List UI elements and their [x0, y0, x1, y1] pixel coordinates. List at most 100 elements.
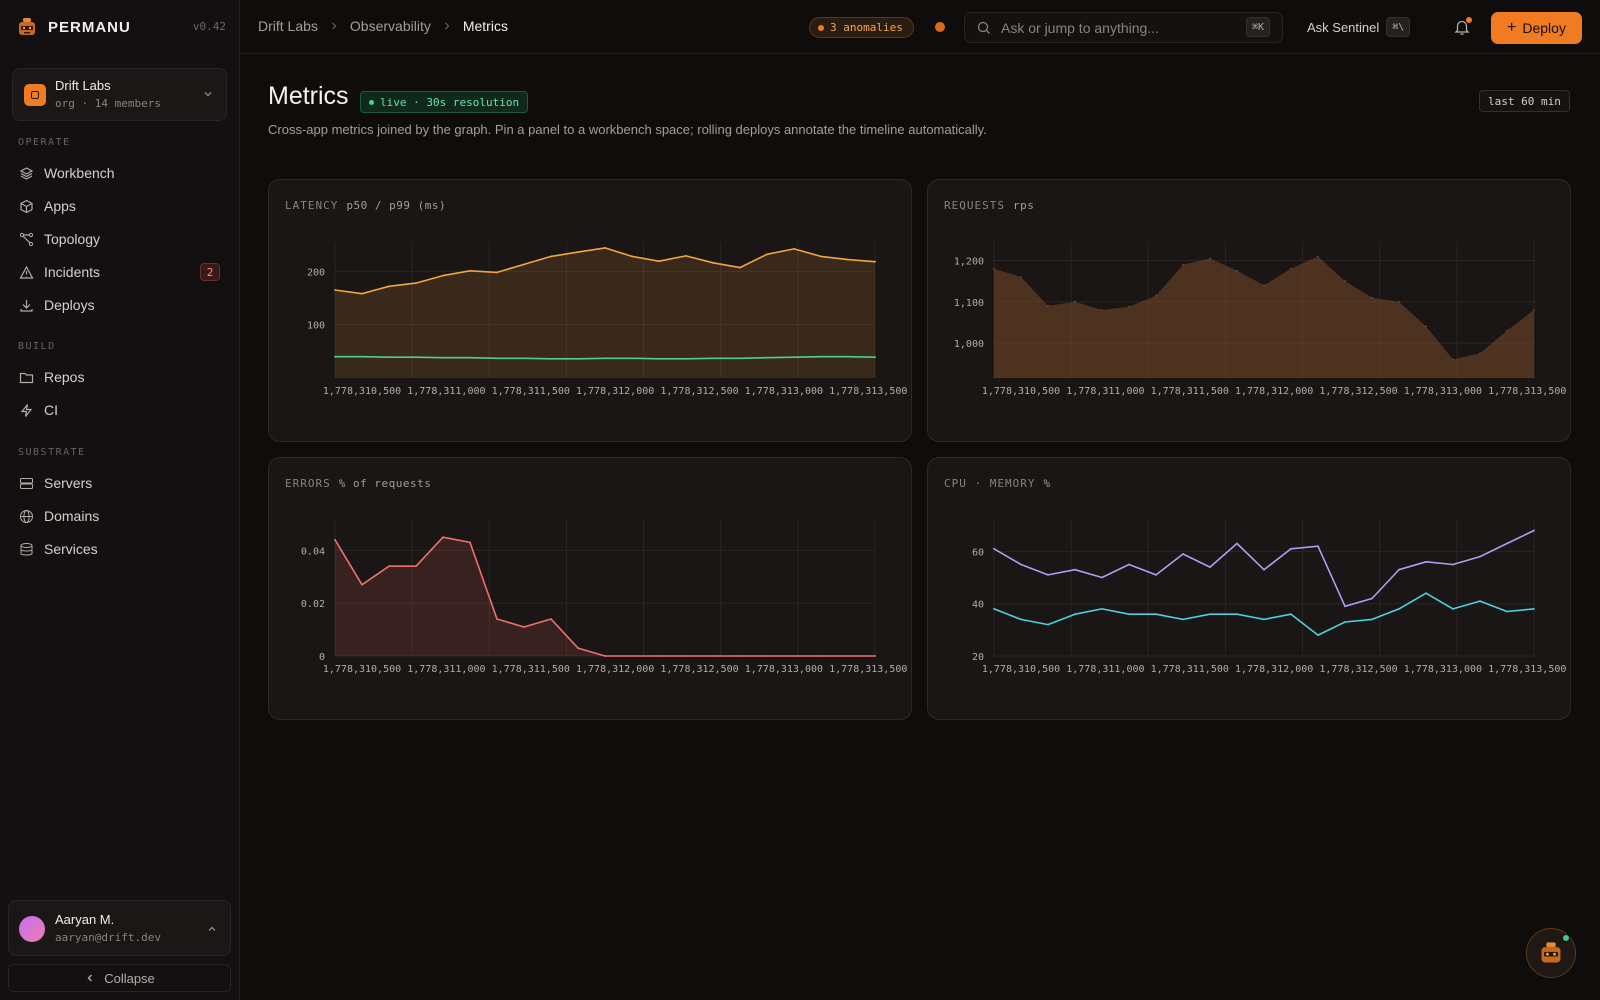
data-point	[523, 263, 525, 266]
topology-icon	[19, 232, 34, 246]
data-point	[793, 655, 795, 657]
data-point	[496, 271, 498, 274]
sidebar: PERMANU v0.42 Drift Labs org · 14 member…	[0, 0, 240, 1000]
y-tick-label: 60	[972, 547, 984, 558]
data-point	[847, 258, 849, 261]
data-point	[1101, 608, 1103, 610]
x-tick-label: 1,778,312,000	[1235, 386, 1313, 397]
x-tick-label: 1,778,312,500	[660, 386, 738, 397]
time-range-selector[interactable]: last 60 min	[1479, 90, 1570, 112]
sidebar-item-repos[interactable]: Repos	[10, 362, 228, 392]
x-tick-label: 1,778,312,500	[1319, 664, 1397, 675]
panel-title-label: REQUESTS	[944, 199, 1005, 212]
data-point	[1317, 255, 1319, 258]
y-tick-label: 100	[307, 321, 325, 332]
ask-sentinel-label: Ask Sentinel	[1307, 19, 1380, 35]
brand[interactable]: PERMANU v0.42	[16, 14, 226, 40]
cube-icon	[20, 199, 33, 213]
data-point	[1020, 618, 1022, 621]
user-menu[interactable]: Aaryan M. aaryan@drift.dev	[8, 900, 231, 956]
data-point	[1128, 613, 1130, 616]
series-area	[335, 537, 875, 656]
panel-title-label: ERRORS	[285, 477, 331, 490]
data-point	[631, 357, 633, 360]
data-point	[766, 253, 768, 256]
x-tick-label: 1,778,313,000	[745, 386, 823, 397]
breadcrumb-observability[interactable]: Observability	[349, 18, 431, 34]
data-point	[550, 255, 552, 258]
x-tick-label: 1,778,313,000	[1404, 664, 1482, 675]
data-point	[388, 285, 390, 288]
command-search[interactable]: ⌘K	[964, 12, 1283, 43]
breadcrumb-org[interactable]: Drift Labs	[258, 18, 318, 34]
data-point	[1209, 566, 1211, 568]
data-point	[550, 618, 552, 620]
x-tick-label: 1,778,312,500	[1319, 386, 1397, 397]
x-tick-label: 1,778,313,000	[745, 664, 823, 675]
errors-panel[interactable]: 0 0.02 0.04 1,778,310,500 1,778,311,000 1,778…	[268, 457, 912, 720]
data-point	[1506, 329, 1508, 332]
data-point	[469, 356, 471, 359]
data-point	[1047, 305, 1049, 307]
data-point	[739, 357, 741, 360]
latency-panel[interactable]: 100 200 1,778,310,500 1,778,311,000 1,778,31…	[268, 179, 912, 442]
sidebar-item-ci[interactable]: CI	[10, 395, 228, 425]
data-point	[334, 355, 336, 358]
data-point	[1371, 618, 1373, 621]
sidebar-item-label: Workbench	[44, 165, 115, 181]
bell-icon[interactable]	[1453, 18, 1471, 36]
search-shortcut: ⌘K	[1245, 17, 1270, 37]
data-point	[793, 248, 795, 250]
search-input[interactable]	[1001, 19, 1231, 36]
data-point	[993, 608, 995, 610]
breadcrumb-current: Metrics	[462, 18, 508, 34]
cpu-memory-panel[interactable]: 20 40 60 1,778,310,500 1,778,311,000 1,778,31…	[927, 457, 1571, 720]
sidebar-item-deploys[interactable]: Deploys	[10, 290, 228, 320]
sidebar-item-topology[interactable]: Topology	[10, 224, 228, 254]
x-tick-label: 1,778,312,000	[576, 664, 654, 675]
panel-title-label: CPU · MEMORY	[944, 477, 1036, 490]
data-point	[1452, 608, 1454, 610]
data-point	[496, 618, 498, 620]
sidebar-item-label: Servers	[44, 475, 93, 491]
panel-title-unit: p50 / p99 (ms)	[346, 199, 447, 212]
data-point	[1371, 296, 1373, 299]
ask-sentinel-button[interactable]: Ask Sentinel ⌘\	[1307, 17, 1411, 37]
sidebar-item-servers[interactable]: Servers	[10, 468, 228, 498]
sidebar-item-services[interactable]: Services	[10, 534, 228, 564]
y-tick-label: 20	[972, 652, 984, 663]
data-point	[334, 289, 336, 291]
chevron-up-icon	[208, 926, 216, 931]
layers-icon	[19, 166, 34, 180]
anomalies-badge[interactable]: 3 anomalies	[809, 17, 914, 38]
sidebar-item-workbench[interactable]: Workbench	[10, 158, 228, 188]
data-point	[442, 274, 444, 277]
sidebar-item-incidents[interactable]: Incidents 2	[10, 257, 228, 287]
data-point	[1533, 309, 1535, 311]
x-tick-label: 1,778,313,500	[1488, 664, 1566, 675]
data-point	[793, 356, 795, 359]
data-point	[1425, 592, 1427, 595]
plus-icon: +	[1507, 19, 1517, 36]
data-point	[1074, 300, 1076, 303]
sidebar-item-apps[interactable]: Apps	[10, 191, 228, 221]
collapse-sidebar-button[interactable]: Collapse	[8, 964, 231, 992]
requests-panel[interactable]: 1,000 1,100 1,200 1,778,310,500 1,778,311,00…	[927, 179, 1571, 442]
page-description: Cross-app metrics joined by the graph. P…	[268, 122, 987, 137]
data-point	[820, 655, 822, 657]
deploy-button[interactable]: + Deploy	[1491, 12, 1582, 44]
database-icon	[20, 542, 33, 555]
data-point	[685, 255, 687, 257]
data-point	[1020, 563, 1022, 566]
org-switcher[interactable]: Drift Labs org · 14 members	[12, 68, 227, 121]
data-point	[766, 655, 768, 657]
data-point	[1182, 263, 1184, 266]
panel-title-unit: % of requests	[338, 477, 432, 490]
data-point	[1101, 576, 1103, 579]
data-point	[874, 655, 876, 657]
x-tick-label: 1,778,313,500	[1488, 386, 1566, 397]
sidebar-item-domains[interactable]: Domains	[10, 501, 228, 531]
sidebar-item-label: CI	[44, 402, 58, 418]
panel-title-unit: rps	[1012, 199, 1035, 212]
robot-logo-icon	[19, 18, 35, 35]
